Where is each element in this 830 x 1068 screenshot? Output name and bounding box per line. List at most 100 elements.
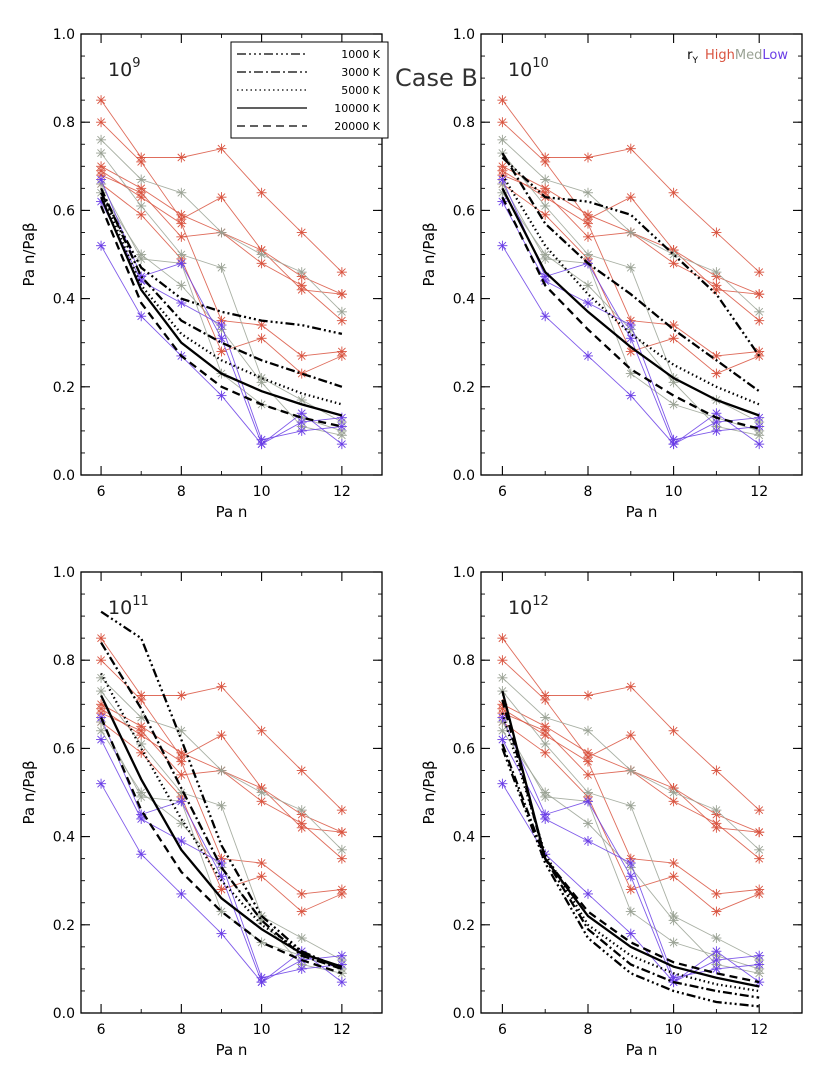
observed-point-low xyxy=(711,946,722,957)
model-curve-1000k xyxy=(100,610,343,970)
observed-point-high xyxy=(96,655,107,666)
observed-point-high xyxy=(296,280,307,291)
model-curve-3000k xyxy=(501,152,760,393)
observed-point-high xyxy=(176,231,187,242)
asterisk-stroke xyxy=(297,352,306,360)
asterisk-stroke xyxy=(712,907,721,916)
asterisk-stroke xyxy=(712,426,721,435)
observed-point-low xyxy=(754,959,765,970)
observed-point-high xyxy=(296,818,307,829)
observed-point-high xyxy=(668,258,679,269)
observed-point-low xyxy=(216,928,227,939)
observed-point-med xyxy=(216,262,227,273)
asterisk-stroke xyxy=(177,232,186,241)
asterisk-stroke xyxy=(755,951,764,960)
asterisk-stroke xyxy=(137,850,146,859)
asterisk-stroke xyxy=(257,978,266,987)
observed-point-low xyxy=(136,311,147,322)
asterisk-stroke xyxy=(498,149,507,157)
asterisk-stroke xyxy=(137,815,146,823)
observed-point-low xyxy=(497,240,508,251)
model-curve-1000k xyxy=(501,156,761,357)
observed-point-low xyxy=(625,320,636,331)
asterisk-stroke xyxy=(584,797,592,806)
observed-point-med xyxy=(216,765,227,776)
asterisk-stroke xyxy=(498,166,507,175)
asterisk-stroke xyxy=(97,704,105,713)
asterisk-stroke xyxy=(257,726,266,735)
asterisk-stroke xyxy=(755,440,764,449)
asterisk-stroke xyxy=(712,956,721,964)
y-tick-label: 0.0 xyxy=(53,1006,75,1022)
observed-point-low xyxy=(540,813,551,824)
asterisk-stroke xyxy=(97,135,105,144)
observed-point-high xyxy=(583,690,593,701)
observed-point-med xyxy=(625,368,636,379)
asterisk-stroke xyxy=(297,268,306,277)
asterisk-stroke xyxy=(177,726,186,735)
observed-point-high xyxy=(216,346,227,357)
observed-point-high xyxy=(668,187,679,198)
observed-point-med xyxy=(625,227,636,238)
asterisk-stroke xyxy=(217,885,226,894)
asterisk-stroke xyxy=(626,193,635,202)
observed-point-low xyxy=(336,439,347,450)
observed-point-med xyxy=(625,765,636,776)
asterisk-stroke xyxy=(97,241,105,250)
asterisk-stroke xyxy=(712,766,721,775)
asterisk-stroke xyxy=(337,978,346,987)
asterisk-stroke xyxy=(584,219,592,228)
asterisk-stroke xyxy=(177,219,186,228)
observed-point-high xyxy=(216,192,227,203)
observed-point-high xyxy=(754,267,765,278)
x-axis-title: Pa n xyxy=(216,1041,248,1059)
observed-point-high xyxy=(754,289,765,300)
observed-point-med xyxy=(711,267,722,278)
observed-point-med xyxy=(96,725,107,736)
observed-point-low xyxy=(296,408,307,419)
x-tick-label: 8 xyxy=(177,1022,186,1038)
ry-key-med: Med xyxy=(735,48,762,63)
x-axis-title: Pa n xyxy=(626,1041,658,1059)
asterisk-stroke xyxy=(498,735,507,744)
observed-point-med xyxy=(668,937,679,948)
plot-frame xyxy=(480,33,803,476)
y-axis-title: Pa n/Paβ xyxy=(420,760,438,824)
model-curve-20000k xyxy=(501,196,760,430)
asterisk-stroke xyxy=(755,806,764,815)
observed-point-high xyxy=(96,95,107,106)
legend: 1000 K 3000 K 5000 K 10000 K 20000 K xyxy=(230,41,389,139)
y-tick-label: 0.0 xyxy=(453,468,475,484)
observed-point-low xyxy=(336,950,347,961)
asterisk-stroke xyxy=(498,634,507,643)
observed-point-med xyxy=(668,249,679,260)
ry-key-subscript: Y xyxy=(692,56,699,66)
asterisk-stroke xyxy=(755,316,764,325)
y-tick-label: 0.8 xyxy=(53,115,75,131)
y-tick-label: 1.0 xyxy=(53,27,75,43)
asterisk-stroke xyxy=(337,307,346,316)
asterisk-stroke xyxy=(177,153,186,162)
asterisk-stroke xyxy=(177,797,186,806)
asterisk-stroke xyxy=(712,268,721,277)
observed-point-med xyxy=(176,187,187,198)
x-tick-label: 6 xyxy=(498,1022,507,1038)
legend-label: 20000 K xyxy=(334,120,380,133)
panel-label: 1011 xyxy=(108,594,149,619)
model-curve-3000k xyxy=(100,187,343,388)
observed-point-med xyxy=(583,249,593,260)
model-curve-3000k xyxy=(100,642,343,970)
observed-point-high xyxy=(336,805,347,816)
x-tick-label: 8 xyxy=(584,1022,593,1038)
asterisk-stroke xyxy=(498,175,507,184)
asterisk-stroke xyxy=(337,828,346,837)
observed-point-med xyxy=(583,187,593,198)
asterisk-stroke xyxy=(97,118,105,127)
asterisk-stroke xyxy=(257,938,266,947)
observed-point-high xyxy=(583,747,593,758)
asterisk-stroke xyxy=(669,334,678,343)
x-tick-label: 6 xyxy=(97,1022,106,1038)
asterisk-stroke xyxy=(137,748,146,757)
asterisk-stroke xyxy=(669,440,678,449)
